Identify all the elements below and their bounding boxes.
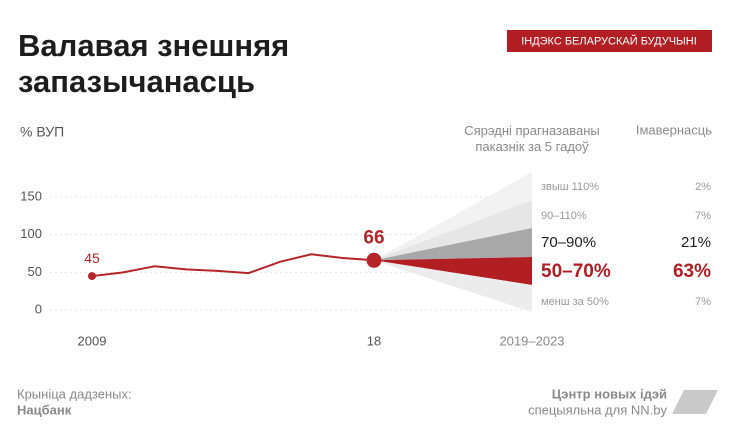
y-tick-label: 100 (20, 226, 42, 241)
forecast-header: Сярэдні прагназаваны паказнік за 5 гадоў (464, 123, 600, 154)
x-tick-label: 18 (367, 333, 381, 348)
data-label: 66 (363, 227, 384, 248)
credit-org: Цэнтр новых ідэй (552, 386, 667, 401)
forecast-period: 2019–2023 (499, 333, 564, 348)
source-label: Крыніца дадзеных: (17, 386, 132, 401)
y-tick-label: 0 (35, 301, 42, 316)
forecast-band (373, 228, 532, 261)
scenario-probability: 21% (681, 234, 711, 251)
x-tick-label: 2009 (78, 333, 107, 348)
badge: ІНДЭКС БЕЛАРУСКАЙ БУДУЧЫНІ (521, 34, 697, 47)
scenario-probability: 2% (695, 181, 711, 193)
y-axis-label: % ВУП (20, 124, 64, 140)
data-label: 45 (84, 250, 100, 266)
logo (672, 390, 718, 414)
source-name: Нацбанк (17, 402, 72, 417)
scenario-label: 70–90% (541, 234, 596, 251)
forecast-band (373, 200, 532, 261)
scenario-label: звыш 110% (541, 181, 599, 193)
data-line (91, 253, 375, 278)
scenario-label: 90–110% (541, 210, 587, 222)
scenario-label: 50–70% (541, 261, 611, 282)
probability-header: Імавернасць (636, 122, 712, 137)
data-point (366, 252, 382, 268)
forecast-band (373, 172, 532, 261)
title: Валавая знешняя запазычанасць (18, 28, 290, 99)
y-tick-label: 150 (20, 188, 42, 203)
badge-bg (507, 30, 712, 52)
scenario-probability: 7% (695, 296, 711, 308)
forecast-band (373, 260, 532, 312)
scenario-probability: 7% (695, 210, 711, 222)
data-point (88, 272, 96, 281)
scenario-label: менш за 50% (541, 296, 609, 308)
y-tick-label: 50 (28, 264, 42, 279)
forecast-band (373, 257, 532, 285)
scenario-probability: 63% (673, 261, 711, 282)
credit-note: спецыяльна для NN.by (528, 402, 667, 417)
